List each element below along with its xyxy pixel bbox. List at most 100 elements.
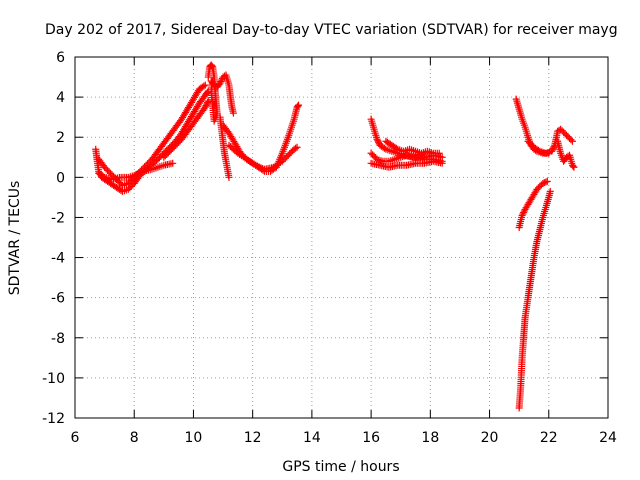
- data-point: [563, 131, 571, 139]
- y-tick-label: -8: [51, 331, 65, 347]
- data-point: [293, 143, 301, 151]
- data-point: [539, 179, 547, 187]
- series-track-8: [219, 101, 303, 175]
- data-point: [546, 187, 554, 195]
- data-point: [164, 149, 172, 157]
- data-point: [175, 138, 183, 146]
- data-point: [124, 179, 132, 187]
- data-point: [373, 135, 381, 143]
- x-tick-label: 24: [599, 430, 617, 446]
- data-point: [278, 157, 286, 165]
- data-point: [144, 160, 152, 168]
- data-point: [204, 97, 212, 105]
- chart-title: Day 202 of 2017, Sidereal Day-to-day VTE…: [45, 22, 618, 38]
- data-point: [102, 165, 110, 173]
- data-point: [126, 184, 134, 192]
- data-point: [295, 101, 303, 109]
- series-track-16: [554, 137, 578, 171]
- y-tick-label: 2: [56, 130, 65, 146]
- y-tick-label: -2: [51, 210, 65, 226]
- data-point: [520, 208, 528, 216]
- data-point: [375, 138, 383, 146]
- data-point: [380, 144, 388, 152]
- data-point: [101, 163, 109, 171]
- x-tick-label: 12: [244, 430, 262, 446]
- data-point: [519, 210, 527, 218]
- data-point: [169, 144, 177, 152]
- series-track-18: [515, 187, 554, 412]
- x-tick-label: 14: [303, 430, 321, 446]
- x-tick-label: 6: [71, 430, 80, 446]
- series-track-2: [95, 81, 209, 189]
- data-point: [294, 102, 302, 110]
- data-point: [281, 154, 289, 162]
- y-tick-label: -12: [42, 411, 65, 427]
- data-point: [549, 144, 557, 152]
- x-tick-label: 22: [540, 430, 558, 446]
- y-tick-label: 4: [56, 90, 65, 106]
- data-point: [200, 82, 208, 90]
- data-point: [284, 151, 292, 159]
- data-point: [202, 102, 210, 110]
- x-axis-label: GPS time / hours: [282, 459, 399, 475]
- series-track-12: [367, 157, 446, 171]
- data-point: [533, 185, 541, 193]
- data-point: [534, 146, 542, 154]
- data-point: [203, 88, 211, 96]
- data-point: [548, 147, 556, 155]
- data-point: [105, 168, 113, 176]
- data-point: [167, 146, 175, 154]
- data-point: [392, 144, 400, 152]
- x-tick-label: 18: [421, 430, 439, 446]
- data-point: [557, 125, 565, 133]
- series-track-3: [95, 159, 177, 183]
- series-track-17: [515, 177, 551, 231]
- x-tick-label: 10: [185, 430, 203, 446]
- data-point: [217, 78, 225, 86]
- data-point: [542, 178, 550, 186]
- data-point: [160, 153, 168, 161]
- data-point: [286, 150, 294, 158]
- data-point: [540, 179, 548, 187]
- data-point: [370, 152, 378, 160]
- data-point: [161, 152, 169, 160]
- data-point: [536, 182, 544, 190]
- data-point: [216, 79, 224, 87]
- data-point: [127, 176, 135, 184]
- data-point: [229, 109, 237, 117]
- data-point: [201, 81, 209, 89]
- data-point: [201, 103, 209, 111]
- x-tick-label: 20: [481, 430, 499, 446]
- y-tick-label: -6: [51, 291, 65, 307]
- data-point: [564, 133, 572, 141]
- data-point: [435, 149, 443, 157]
- data-point: [169, 159, 177, 167]
- data-point: [127, 182, 135, 190]
- y-axis-label: SDTVAR / TECUs: [7, 181, 23, 296]
- data-point: [173, 140, 181, 148]
- data-point: [543, 177, 551, 185]
- data-point: [154, 155, 162, 163]
- data-point: [170, 143, 178, 151]
- data-point: [534, 184, 542, 192]
- series-track-1: [92, 87, 212, 195]
- plot-frame: [74, 56, 609, 419]
- data-point: [287, 148, 295, 156]
- data-point: [526, 139, 534, 147]
- data-point: [567, 136, 575, 144]
- y-tick-label: 0: [56, 170, 65, 186]
- data-point: [518, 211, 526, 219]
- data-point: [369, 151, 377, 159]
- series-track-13: [382, 137, 443, 157]
- data-point: [204, 99, 212, 107]
- data-point: [566, 134, 574, 142]
- y-tick-label: -4: [51, 251, 65, 267]
- data-point: [570, 163, 578, 171]
- data-point: [569, 162, 577, 170]
- data-point: [283, 153, 291, 161]
- series-track-7: [216, 113, 233, 181]
- data-point: [124, 185, 132, 193]
- data-point: [104, 166, 112, 174]
